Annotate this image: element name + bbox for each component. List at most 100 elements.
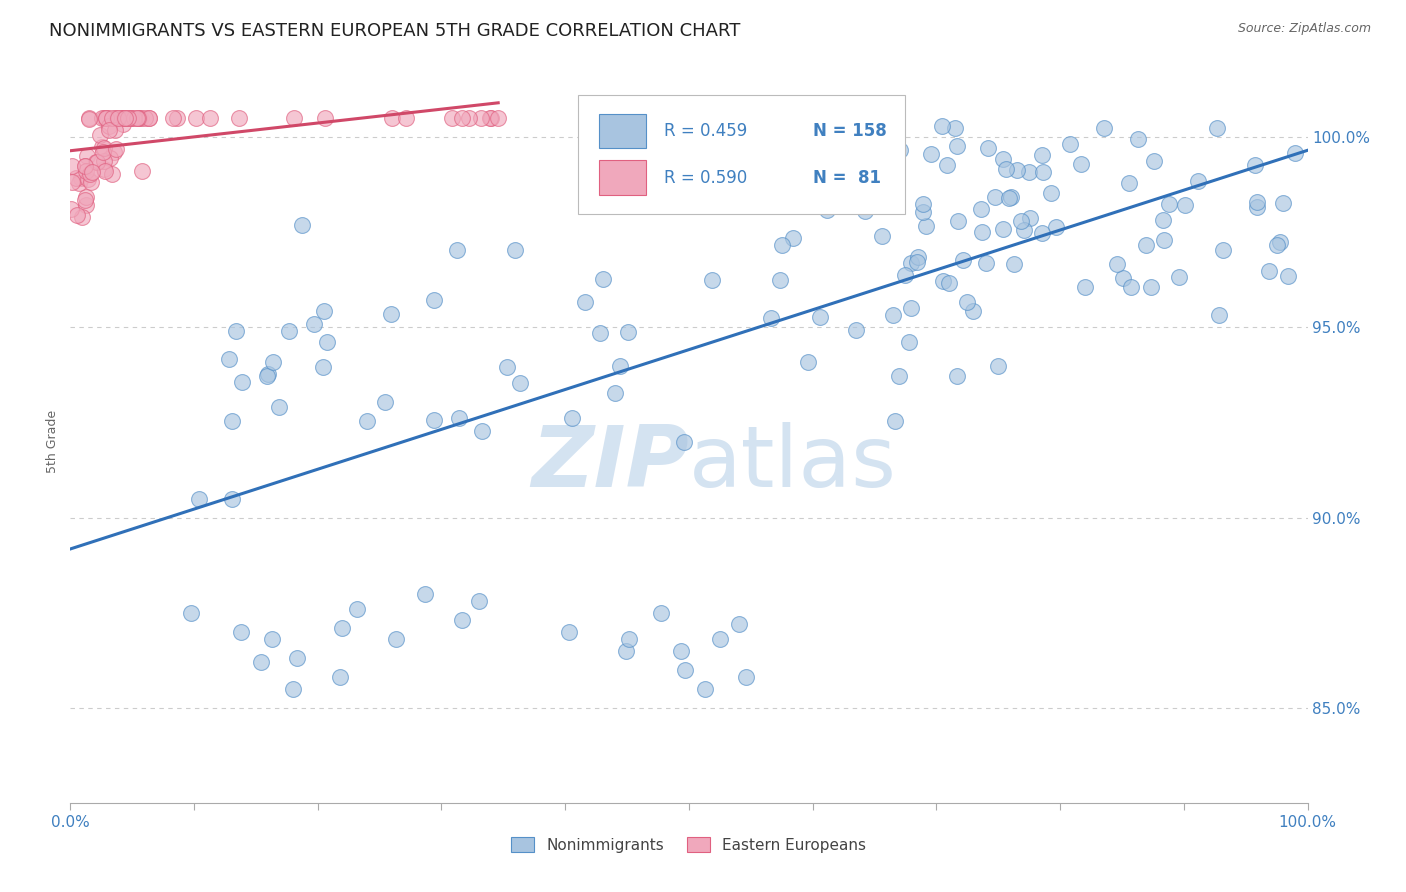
Point (77, 172, 100, 186)
Point (1070, 157, 1092, 171)
Point (574, 295, 596, 310)
Point (312, 304, 335, 318)
Point (218, 352, 240, 367)
Point (991, 222, 1014, 236)
Point (138, 112, 160, 126)
Point (1010, 214, 1032, 228)
Point (984, 190, 1007, 204)
Point (330, 621, 353, 635)
Point (458, 112, 481, 126)
FancyBboxPatch shape (599, 113, 645, 148)
Point (115, 112, 138, 126)
Point (617, 632, 640, 647)
Point (839, 120, 862, 134)
Point (315, 334, 337, 349)
Point (97, 119, 120, 133)
Point (970, 225, 993, 239)
Point (741, 137, 763, 152)
Point (887, 368, 910, 383)
Point (479, 112, 502, 126)
Point (1271, 195, 1294, 210)
Point (946, 139, 969, 153)
Point (952, 253, 974, 268)
Point (614, 643, 637, 657)
Point (221, 491, 243, 506)
Point (1268, 235, 1291, 249)
Point (1018, 211, 1040, 225)
Point (67, 177, 90, 191)
Y-axis label: 5th Grade: 5th Grade (46, 410, 59, 473)
Point (1018, 165, 1040, 179)
Point (673, 663, 696, 677)
Point (131, 164, 153, 178)
Point (808, 310, 831, 324)
Point (86, 154, 108, 169)
Point (93, 112, 115, 126)
Text: ZIP: ZIP (531, 422, 689, 505)
Point (128, 112, 150, 126)
Point (162, 112, 184, 126)
Point (907, 255, 929, 269)
Point (100, 167, 122, 181)
Point (1167, 270, 1189, 285)
Point (1031, 148, 1053, 162)
Point (75, 159, 97, 173)
Point (415, 587, 437, 601)
Point (312, 359, 335, 374)
Point (769, 273, 792, 287)
Point (1206, 121, 1229, 136)
Point (932, 275, 955, 289)
Point (90, 140, 112, 154)
Point (650, 606, 672, 620)
Point (1153, 233, 1175, 247)
Point (291, 218, 314, 232)
Point (1187, 174, 1209, 188)
Point (1142, 153, 1164, 168)
Point (1174, 197, 1197, 211)
Point (75, 190, 97, 204)
Point (94, 164, 117, 178)
Point (882, 308, 904, 322)
Point (997, 190, 1019, 204)
Point (187, 491, 209, 506)
Point (936, 158, 959, 172)
Point (1032, 165, 1054, 179)
Point (1074, 280, 1097, 294)
Point (1140, 280, 1163, 294)
Point (1284, 145, 1306, 160)
Point (329, 670, 352, 684)
Point (1118, 176, 1140, 190)
Point (914, 219, 936, 233)
Point (558, 624, 581, 639)
Text: N = 158: N = 158 (813, 122, 886, 140)
Legend: Nonimmigrants, Eastern Europeans: Nonimmigrants, Eastern Europeans (503, 829, 875, 860)
Point (111, 112, 134, 126)
Point (93, 141, 115, 155)
FancyBboxPatch shape (578, 95, 905, 214)
Text: NONIMMIGRANTS VS EASTERN EUROPEAN 5TH GRADE CORRELATION CHART: NONIMMIGRANTS VS EASTERN EUROPEAN 5TH GR… (49, 22, 741, 40)
Point (1112, 270, 1135, 285)
Point (98, 122, 121, 136)
Point (868, 147, 890, 161)
Point (231, 624, 253, 639)
Point (79, 167, 101, 181)
Point (125, 112, 148, 126)
Point (283, 681, 305, 696)
Point (1208, 308, 1230, 322)
Point (75, 198, 97, 212)
Point (1000, 190, 1022, 204)
Point (1265, 238, 1288, 252)
Point (814, 181, 837, 195)
Point (422, 412, 444, 426)
Point (93, 161, 115, 176)
Point (770, 238, 793, 252)
Point (734, 670, 756, 684)
Point (1059, 137, 1081, 152)
Point (486, 112, 509, 126)
Point (346, 602, 368, 616)
Point (859, 158, 882, 172)
Point (1246, 200, 1268, 214)
Text: R = 0.459: R = 0.459 (664, 122, 748, 140)
Point (845, 322, 868, 336)
FancyBboxPatch shape (599, 161, 645, 195)
